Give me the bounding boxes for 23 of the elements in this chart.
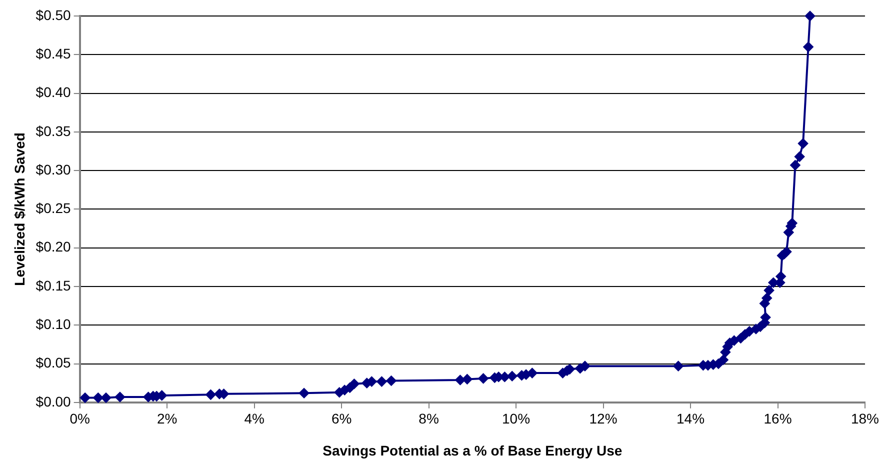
y-tick-label: $0.50 [36, 6, 72, 23]
y-tick-label: $0.45 [36, 46, 72, 62]
x-tick-label: 14% [676, 410, 705, 427]
y-tick-label: $0.40 [36, 84, 72, 100]
y-tick-label: $0.20 [36, 238, 72, 255]
x-tick-label: 2% [156, 410, 178, 427]
y-tick-label: $0.00 [36, 393, 72, 410]
x-axis-title: Savings Potential as a % of Base Energy Use [322, 442, 622, 458]
y-tick-label: $0.05 [36, 354, 72, 371]
x-tick-label: 6% [331, 410, 352, 427]
y-tick-label: $0.30 [36, 161, 72, 178]
y-tick-label: $0.25 [36, 200, 72, 216]
y-tick-label: $0.15 [36, 277, 72, 294]
x-tick-label: 10% [502, 410, 530, 427]
x-tick-label: 4% [244, 410, 264, 427]
x-tick-label: 8% [418, 410, 439, 427]
y-tick-label: $0.35 [36, 122, 72, 139]
y-tick-label: $0.10 [36, 316, 72, 332]
x-tick-label: 16% [764, 410, 792, 427]
x-tick-label: 12% [589, 410, 618, 427]
x-tick-label: 0% [70, 410, 90, 427]
x-tick-label: 18% [850, 410, 880, 427]
y-axis-title: Levelized $/kWh Saved [11, 132, 28, 286]
